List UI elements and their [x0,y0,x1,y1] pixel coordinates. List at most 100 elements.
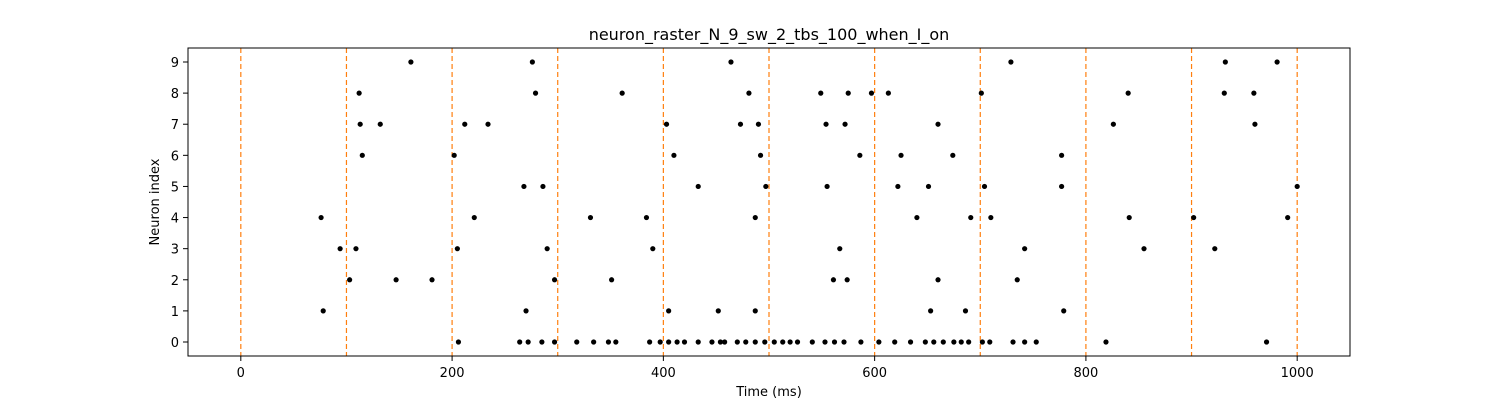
y-tick-label: 3 [171,243,179,258]
spike-point [831,339,838,345]
spike-point [462,121,468,127]
spike-point [591,339,597,345]
spike-point [1061,308,1067,314]
spike-point [787,339,793,345]
spike-point [709,339,715,345]
spike-point [794,339,801,345]
spike-point [318,214,324,221]
spike-point [931,339,937,345]
spike-point [958,339,964,345]
spike-point [907,339,914,345]
spike-point [981,183,988,190]
y-tick-label: 6 [171,149,179,164]
x-tick-label: 200 [440,366,465,381]
spike-point [650,246,656,252]
spike-point [1251,90,1257,96]
spike-point [951,339,957,345]
spike-point [1126,214,1132,221]
spike-point [844,277,850,283]
spike-point [715,308,721,314]
spike-point [823,121,829,127]
spike-point [822,339,828,345]
spike-point [454,246,460,252]
spike-point [940,339,946,345]
spike-point [523,308,529,314]
spike-point [857,152,863,158]
spike-point [962,308,969,314]
marker-vlines [240,48,1298,356]
spike-point [359,152,365,158]
spike-point [979,339,985,345]
spike-point [885,90,891,96]
spike-point [1110,121,1116,127]
spike-point [643,214,650,221]
spike-point [1125,90,1131,96]
spike-point [876,339,882,345]
spike-point [681,339,688,345]
spike-point [928,308,934,314]
spike-point [613,339,619,345]
spike-point [551,277,558,283]
spike-point [521,183,527,190]
spike-point [357,121,363,127]
spike-point [347,277,353,283]
x-axis-ticks: 0 200 400 600 800 1000 [237,356,1314,381]
spike-point [695,339,701,345]
spike-point [587,214,594,221]
spike-point [763,183,769,190]
spike-point [722,339,728,345]
spike-point [1221,90,1227,96]
spike-point [746,90,752,96]
x-tick-label: 600 [862,366,887,381]
spike-point [356,90,362,96]
spike-point [1263,339,1270,345]
spike-point [671,152,677,158]
spike-point [551,339,558,345]
spike-point [1022,339,1028,345]
x-tick-label: 800 [1073,366,1098,381]
spike-point [1294,183,1300,190]
spike-point [609,277,615,283]
spike-point [898,152,904,158]
chart-title: neuron_raster_N_9_sw_2_tbs_100_when_I_on [589,25,950,45]
spike-point [1212,246,1218,252]
x-tick-label: 0 [237,366,245,381]
spike-point [1252,121,1258,127]
spike-points [318,59,1300,345]
spike-point [892,339,898,345]
y-tick-label: 2 [171,274,179,289]
y-tick-label: 1 [171,305,179,320]
spike-point [925,183,932,190]
x-axis-label: Time (ms) [735,385,802,400]
spike-point [337,246,343,252]
spike-point [845,90,851,96]
spike-point [914,214,920,221]
spike-point [755,121,762,127]
spike-point [485,121,491,127]
spike-point [968,214,974,221]
spike-point [1141,246,1147,252]
spike-point [809,339,815,345]
spike-point [858,339,864,345]
spike-point [1033,339,1039,345]
spike-point [1014,277,1020,283]
y-axis-ticks: 0 1 2 3 4 5 6 7 8 9 [171,56,188,351]
spike-point [517,339,523,345]
spike-point [695,183,701,190]
spike-point [987,339,993,345]
spike-point [868,90,875,96]
spike-point [666,308,672,314]
spike-point [540,183,546,190]
spike-point [539,339,545,345]
plot-frame [187,47,1351,357]
spike-point [1285,214,1291,221]
spike-point [818,90,824,96]
spike-point [728,59,734,65]
spike-point [605,339,612,345]
spike-point [429,277,435,283]
spike-point [752,339,758,345]
spike-point [1103,339,1109,345]
spike-point [377,121,383,127]
